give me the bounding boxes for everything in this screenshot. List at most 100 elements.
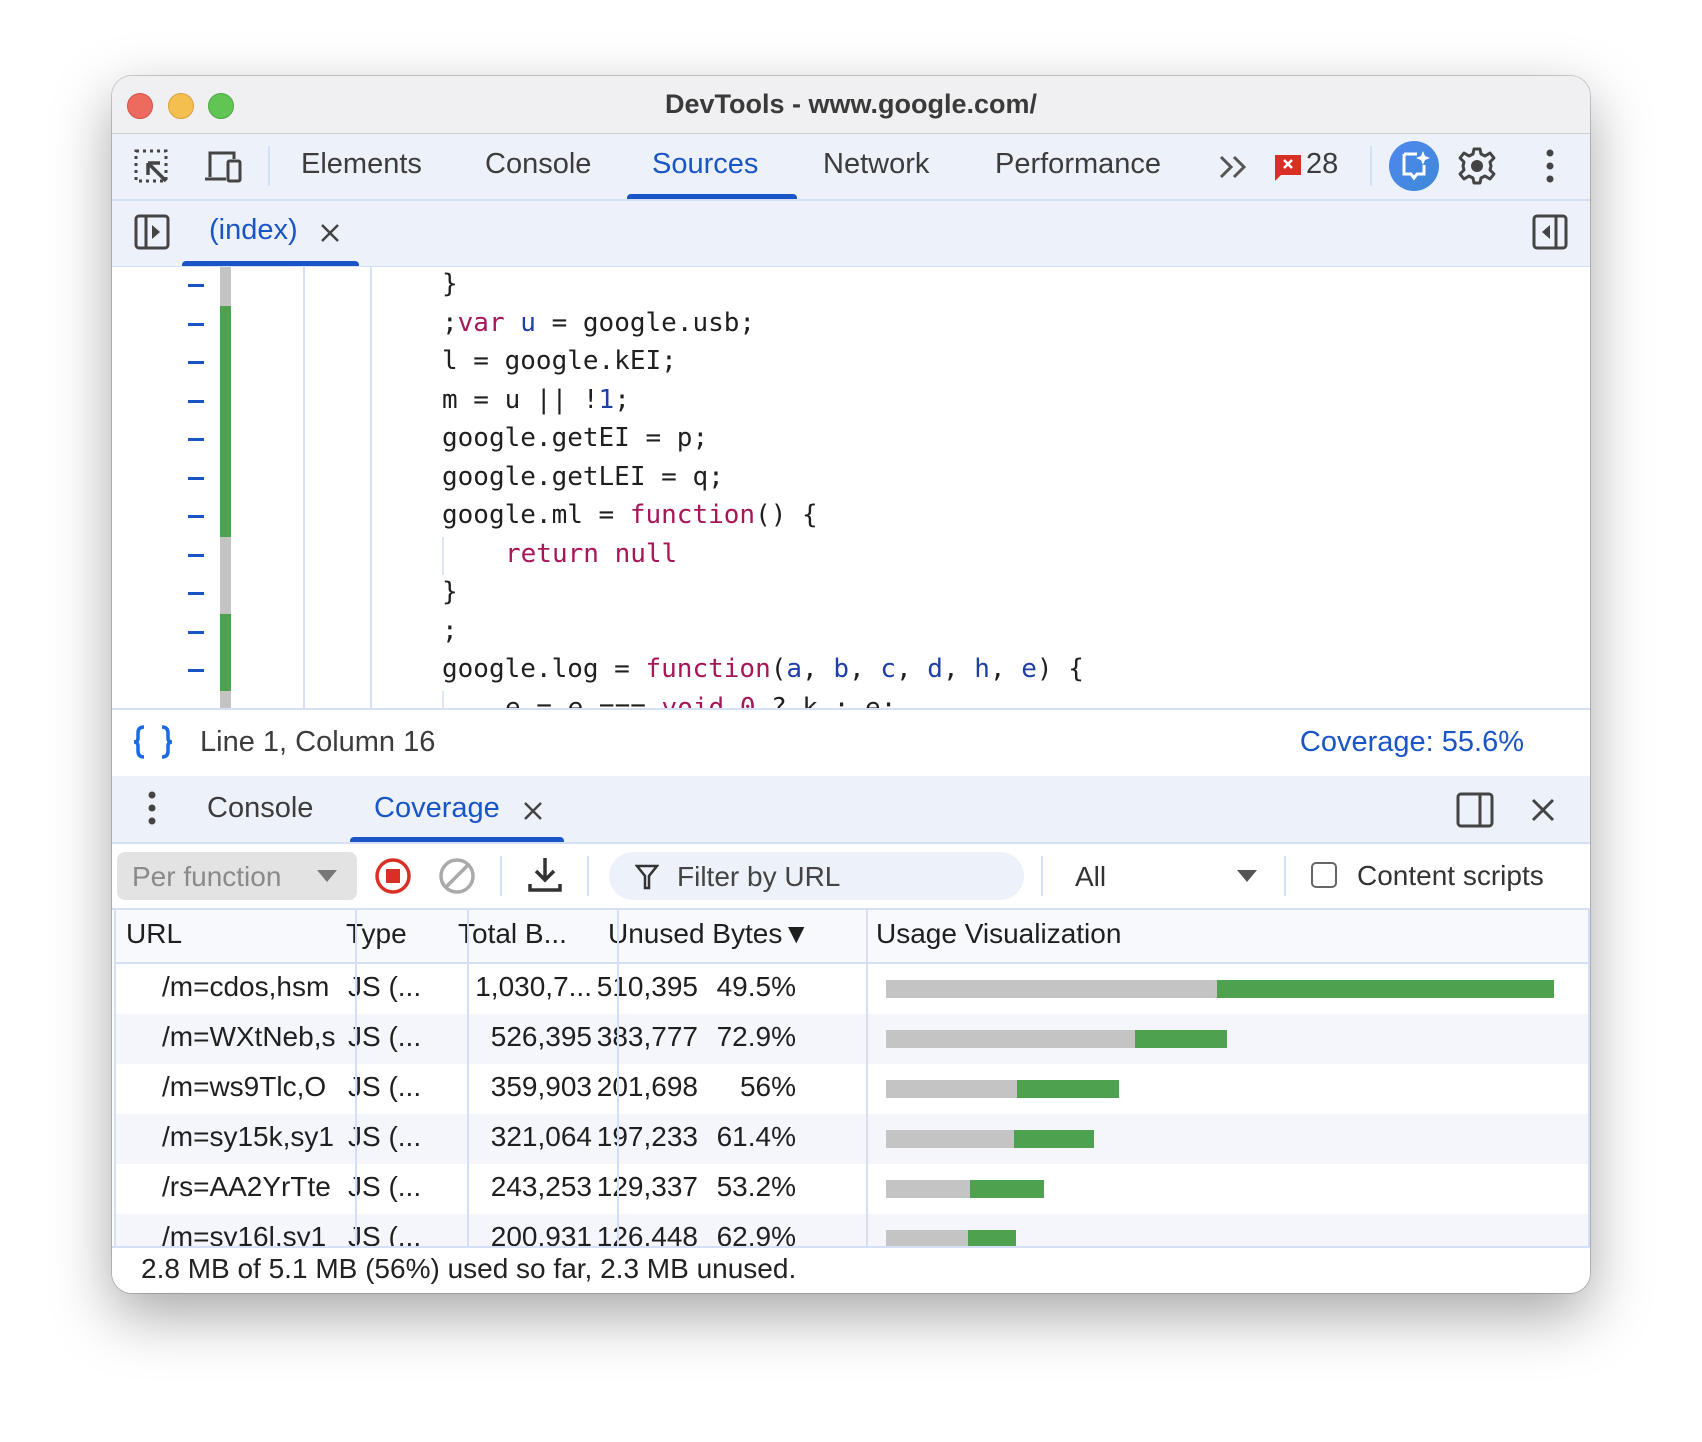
error-badge-icon[interactable] [1274,154,1302,182]
maximize-window-button[interactable] [208,93,234,119]
identifier-token: e [1021,654,1037,684]
url-filter-input[interactable]: Filter by URL [609,852,1024,900]
code-token: ) { [1036,654,1084,684]
coverage-marker-used [220,305,231,344]
unused-bytes-cell: 197,233 [596,1121,698,1152]
toggle-debugger-sidebar-icon[interactable] [1532,214,1568,250]
clear-icon[interactable] [438,857,476,895]
close-window-button[interactable] [127,93,153,119]
error-count[interactable]: 28 [1306,148,1339,180]
pretty-print-braces-icon[interactable] [132,724,174,760]
drawer-tab-console[interactable]: Console [207,792,314,824]
tab-console[interactable]: Console [485,148,592,180]
table-row[interactable]: /rs=AA2YrTte JS (... 243,253 129,337 53.2% [116,1164,1588,1214]
title-bar: DevTools - www.google.com/ [112,76,1590,134]
column-divider[interactable] [355,910,357,1246]
code-line: return null [112,536,1590,575]
stop-recording-icon[interactable] [374,857,412,895]
table-row[interactable]: /m=sy15k,sy1 JS (... 321,064 197,233 61.4% [116,1114,1588,1164]
file-tab-index[interactable]: (index) [209,214,298,246]
resource-type-value: All [1075,861,1107,892]
close-file-tab-icon[interactable] [319,222,341,244]
close-coverage-tab-icon[interactable] [522,800,544,822]
column-header-type[interactable]: Type [346,918,407,949]
fold-dash-icon [188,284,204,287]
code-line: e = e === void 0 ? k : e; [112,690,1590,709]
minimize-window-button[interactable] [168,93,194,119]
code-token: } [442,269,458,299]
tab-sources[interactable]: Sources [652,148,759,180]
code-token: ? k : e; [755,692,897,709]
identifier-token: d [927,654,943,684]
tab-network[interactable]: Network [823,148,930,180]
code-text: google.ml = function() { [442,500,818,530]
code-text: ; [442,616,458,646]
code-token: l = google.kEI; [442,346,677,376]
tab-performance[interactable]: Performance [995,148,1162,180]
active-file-indicator [182,261,359,266]
column-header-url[interactable]: URL [126,918,183,949]
close-drawer-icon[interactable] [1530,797,1556,823]
export-download-icon[interactable] [527,856,563,894]
table-row[interactable]: /m=sy16l,sy1 JS (... 200,931 126,448 62.9% [116,1214,1588,1246]
chevron-double-right-icon[interactable] [1218,154,1250,180]
table-row[interactable]: /m=cdos,hsm JS (... 1,030,7... 510,395 49.5% [116,964,1588,1014]
column-divider[interactable] [617,910,619,1246]
code-editor[interactable]: } ;var u = google.usb; l = google.kEI; m = … [112,267,1590,708]
editor-tab-bar: (index) [112,201,1590,268]
type-cell: JS (... [348,971,422,1002]
column-header-usage-visualization[interactable]: Usage Visualization [876,918,1122,949]
column-header-unused-bytes[interactable]: Unused Bytes▼ [608,918,811,949]
dock-side-icon[interactable] [1456,792,1494,828]
coverage-type-value: Per function [132,861,282,892]
code-line: m = u || !1; [112,382,1590,421]
drawer-tab-coverage[interactable]: Coverage [374,792,500,824]
code-text: } [442,269,458,299]
used-bytes-bar [967,1230,1017,1246]
table-row[interactable]: /m=WXtNeb,s JS (... 526,395 383,777 72.9% [116,1014,1588,1064]
code-token: ; [442,307,458,338]
unused-percent-cell: 62.9% [716,1221,796,1246]
used-bytes-bar [1013,1130,1095,1148]
column-header-total-bytes[interactable]: Total B... [458,918,567,949]
main-toolbar: Elements Console Sources Network Perform… [112,134,1590,201]
code-token: = google.usb; [535,307,756,338]
coverage-marker-used [220,382,231,421]
code-token: () { [755,500,818,530]
url-cell: /m=ws9Tlc,O [162,1071,327,1102]
used-bytes-bar [1016,1080,1120,1098]
drawer-tab-bar: Console Coverage [112,776,1590,844]
unused-bytes-bar [886,980,1217,998]
active-tab-indicator [627,194,797,199]
unused-percent-cell: 56% [739,1071,796,1102]
content-scripts-checkbox[interactable] [1311,862,1337,888]
fold-dash-icon [188,515,204,518]
identifier-token: a [786,654,803,684]
url-cell: /m=sy15k,sy1 [162,1121,334,1152]
column-divider[interactable] [866,910,868,1246]
total-bytes-cell: 1,030,7... [475,971,592,1002]
tab-elements[interactable]: Elements [301,148,422,180]
drawer-menu-kebab-icon[interactable] [142,790,162,828]
settings-gear-icon[interactable] [1457,146,1497,186]
dropdown-arrow-icon [317,870,337,882]
resource-type-select[interactable]: All [1062,852,1282,900]
coverage-marker-unused [220,690,231,708]
table-row[interactable]: /m=ws9Tlc,O JS (... 359,903 201,698 56% [116,1064,1588,1114]
more-options-kebab-icon[interactable] [1540,148,1560,186]
column-divider[interactable] [467,910,469,1246]
fold-dash-icon [188,592,204,595]
content-scripts-label[interactable]: Content scripts [1357,860,1544,891]
code-token: } [442,577,458,607]
code-token: google.getEI = p; [442,423,709,453]
ai-assistance-button[interactable] [1389,141,1439,191]
inspect-element-icon[interactable] [134,149,172,187]
code-token: ( [770,654,787,684]
code-token: e = e === [505,692,662,709]
device-toolbar-icon[interactable] [204,149,244,185]
used-bytes-bar [969,1180,1044,1198]
coverage-type-select[interactable]: Per function [117,852,357,900]
filter-funnel-icon [635,864,659,890]
coverage-percentage[interactable]: Coverage: 55.6% [1299,726,1524,758]
toggle-navigator-icon[interactable] [134,214,170,250]
